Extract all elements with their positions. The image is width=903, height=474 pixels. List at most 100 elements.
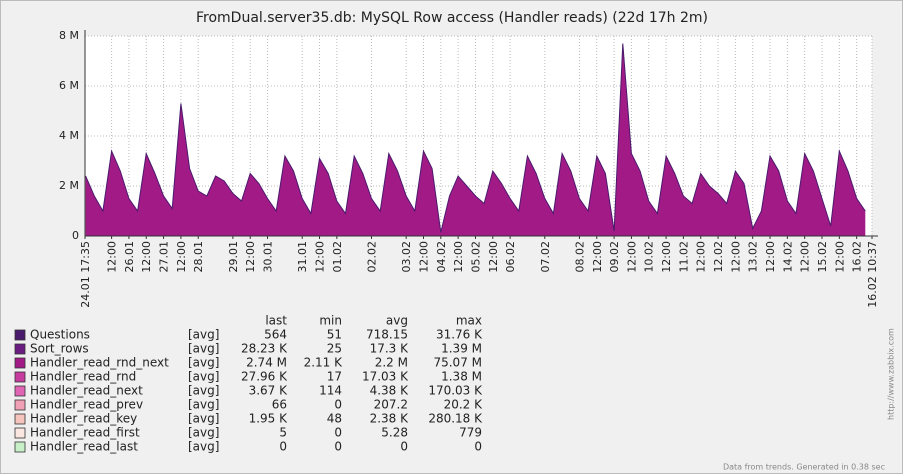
x-tick-label: 05.02	[469, 241, 482, 273]
legend-func: [avg]	[188, 384, 219, 398]
x-tick-label: 16.02	[851, 241, 864, 273]
legend-max: 779	[459, 426, 482, 440]
area-outline	[85, 43, 866, 233]
x-tick-label: 12:00	[833, 241, 846, 273]
legend-min: 2.11 K	[304, 356, 344, 370]
legend-max: 170.03 K	[428, 384, 483, 398]
legend-avg: 5.28	[381, 426, 408, 440]
x-tick-label: 29.01	[227, 241, 240, 273]
x-tick-label: 03.02	[400, 241, 413, 273]
x-tick-label: 16.02 10:37	[866, 241, 879, 308]
legend-name: Handler_read_last	[30, 440, 138, 454]
legend-min: 17	[327, 370, 342, 384]
x-tick-label: 12:00	[764, 241, 777, 273]
legend-swatch	[14, 371, 26, 383]
footer: Data from trends. Generated in 0.38 sec	[723, 463, 885, 472]
x-tick-label: 24.01 17:35	[79, 241, 92, 308]
x-tick-label: 13.02	[747, 241, 760, 273]
legend-swatch	[14, 441, 26, 453]
legend-last: 5	[279, 426, 287, 440]
x-tick-label: 28.01	[192, 241, 205, 273]
legend-last: 0	[279, 440, 287, 454]
x-tick-label: 08.02	[573, 241, 586, 273]
legend-func: [avg]	[188, 412, 219, 426]
legend-swatch	[14, 357, 26, 369]
legend-func: [avg]	[188, 356, 219, 370]
legend-swatch	[14, 427, 26, 439]
y-tick-label: 8 M	[59, 29, 79, 42]
legend-min: 0	[334, 426, 342, 440]
legend-avg: 207.2	[374, 398, 408, 412]
x-tick-label: 04.02	[435, 241, 448, 273]
x-tick-label: 12:00	[452, 241, 465, 273]
legend-max: 1.38 M	[441, 370, 482, 384]
legend-avg: 4.38 K	[370, 384, 410, 398]
legend-avg: 718.15	[366, 328, 408, 342]
legend-max: 20.2 K	[444, 398, 484, 412]
legend-min: 0	[334, 440, 342, 454]
legend-name: Sort_rows	[30, 342, 89, 356]
legend-last: 28.23 K	[241, 342, 288, 356]
x-tick-label: 12:00	[729, 241, 742, 273]
legend-header: last	[265, 314, 287, 328]
legend-header: avg	[386, 314, 408, 328]
legend-swatch	[14, 343, 26, 355]
y-tick-label: 6 M	[59, 79, 79, 92]
legend-avg: 0	[400, 440, 408, 454]
legend-last: 1.95 K	[249, 412, 289, 426]
x-tick-label: 12:00	[695, 241, 708, 273]
watermark: http://www.zabbix.com	[887, 328, 896, 420]
legend-max: 75.07 M	[433, 356, 482, 370]
y-tick-label: 0	[72, 229, 79, 242]
x-tick-label: 12:00	[487, 241, 500, 273]
legend-max: 280.18 K	[428, 412, 483, 426]
legend-swatch	[14, 413, 26, 425]
legend-min: 25	[327, 342, 342, 356]
x-tick-label: 12:00	[660, 241, 673, 273]
x-tick-label: 07.02	[539, 241, 552, 273]
legend-last: 27.96 K	[241, 370, 288, 384]
x-tick-label: 12:00	[799, 241, 812, 273]
x-tick-label: 11.02	[677, 241, 690, 273]
x-tick-label: 12:00	[140, 241, 153, 273]
y-tick-label: 4 M	[59, 129, 79, 142]
legend-last: 3.67 K	[249, 384, 289, 398]
legend-last: 66	[272, 398, 287, 412]
legend-func: [avg]	[188, 370, 219, 384]
legend-last: 2.74 M	[246, 356, 287, 370]
legend-swatch	[14, 385, 26, 397]
x-tick-label: 12:00	[244, 241, 257, 273]
area	[85, 43, 866, 236]
legend-avg: 2.38 K	[370, 412, 410, 426]
legend-func: [avg]	[188, 440, 219, 454]
legend-name: Questions	[30, 328, 90, 342]
legend-min: 48	[327, 412, 342, 426]
legend-header: min	[319, 314, 342, 328]
y-tick-label: 2 M	[59, 179, 79, 192]
x-tick-label: 12:00	[106, 241, 119, 273]
x-tick-label: 02.02	[366, 241, 379, 273]
x-tick-label: 15.02	[816, 241, 829, 273]
legend-swatch	[14, 399, 26, 411]
legend-max: 1.39 M	[441, 342, 482, 356]
x-tick-label: 12:00	[591, 241, 604, 273]
x-tick-label: 26.01	[123, 241, 136, 273]
x-tick-label: 30.01	[262, 241, 275, 273]
legend-name: Handler_read_first	[30, 426, 140, 440]
legend-avg: 17.3 K	[370, 342, 410, 356]
legend-min: 51	[327, 328, 342, 342]
chart-title: FromDual.server35.db: MySQL Row access (…	[196, 10, 708, 26]
x-tick-label: 06.02	[504, 241, 517, 273]
x-tick-label: 12:00	[417, 241, 430, 273]
legend-max: 0	[474, 440, 482, 454]
x-tick-label: 12:00	[314, 241, 327, 273]
legend-avg: 17.03 K	[362, 370, 409, 384]
x-tick-label: 01.02	[331, 241, 344, 273]
x-tick-label: 27.01	[158, 241, 171, 273]
legend-name: Handler_read_rnd_next	[30, 356, 169, 370]
x-tick-label: 14.02	[781, 241, 794, 273]
legend-swatch	[14, 329, 26, 341]
legend-header: max	[456, 314, 482, 328]
legend-name: Handler_read_rnd	[30, 370, 136, 384]
legend-min: 114	[319, 384, 342, 398]
